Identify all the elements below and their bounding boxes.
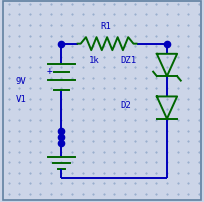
- Text: R1: R1: [101, 22, 111, 31]
- Text: 1k: 1k: [89, 56, 99, 65]
- Text: V1: V1: [16, 95, 26, 103]
- Text: +: +: [46, 66, 52, 76]
- Text: DZ1: DZ1: [120, 56, 136, 65]
- Text: D2: D2: [120, 101, 131, 109]
- Text: 9V: 9V: [16, 76, 26, 85]
